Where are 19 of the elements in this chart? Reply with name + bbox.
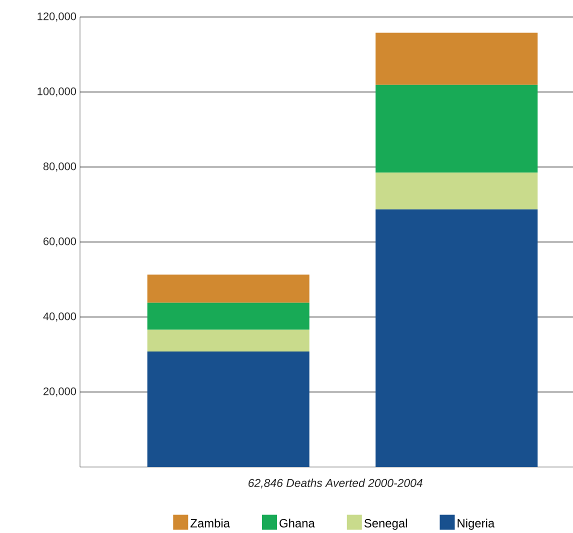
legend-label: Zambia xyxy=(190,518,230,528)
bar xyxy=(147,274,310,303)
y-tick-label: 60,000 xyxy=(44,237,76,247)
bar xyxy=(376,209,538,467)
y-tick-label: 80,000 xyxy=(43,162,76,172)
x-axis-title: 62,846 Deaths Averted 2000-2004 xyxy=(248,478,422,488)
y-tick-label: 100,000 xyxy=(38,87,76,97)
y-tick-label: 120,000 xyxy=(38,12,76,22)
legend-label: Senegal xyxy=(364,518,407,530)
bar xyxy=(147,330,310,352)
bar xyxy=(147,352,310,467)
bar xyxy=(376,172,538,210)
y-tick-label: 40,000 xyxy=(43,312,76,322)
legend-label: Nigeria xyxy=(458,518,495,530)
legend-label: Ghana xyxy=(280,518,315,528)
bar xyxy=(376,84,538,173)
y-tick-label: 20,000 xyxy=(44,387,76,397)
bar xyxy=(147,302,310,330)
bar xyxy=(376,32,538,85)
